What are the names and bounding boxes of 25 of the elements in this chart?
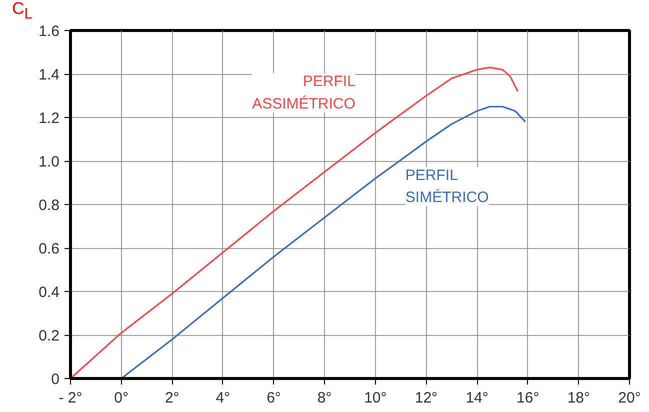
x-tick-label: 18°	[567, 390, 590, 406]
line-series	[70, 66, 518, 378]
y-tick-label: 0.4	[38, 284, 60, 301]
y-tick-label: 0	[51, 371, 60, 388]
y-tick-label: 0.8	[38, 197, 60, 214]
y-tick-label: 0.2	[38, 328, 60, 344]
x-tick-label: 20°	[618, 390, 641, 406]
y-tick-label: 1.4	[38, 66, 60, 84]
x-tick-label: - 2°	[58, 390, 82, 406]
y-tick-label: 0.6	[38, 240, 60, 258]
y-tick-label: 1.2	[38, 110, 60, 127]
x-tick-label: 8°	[317, 390, 332, 406]
series-label: PERFIL ASSIMÉTRICO	[252, 73, 356, 112]
x-tick-label: 6°	[266, 390, 281, 406]
x-tick-label: 4°	[216, 390, 230, 406]
y-tick-label: 1.6	[38, 23, 60, 40]
x-tick-label: 0°	[114, 390, 128, 406]
x-tick-label: 16°	[516, 390, 540, 406]
series-label: PERFIL SIMÉTRICO	[405, 166, 489, 206]
x-tick-label: 14°	[466, 390, 488, 406]
x-tick-label: 10°	[364, 390, 387, 406]
x-tick-label: 2°	[164, 390, 180, 406]
x-tick-label: 12°	[414, 390, 438, 406]
y-tick-label: 1.0	[38, 154, 60, 170]
y-axis-title: C$_{L}$	[12, 0, 33, 22]
